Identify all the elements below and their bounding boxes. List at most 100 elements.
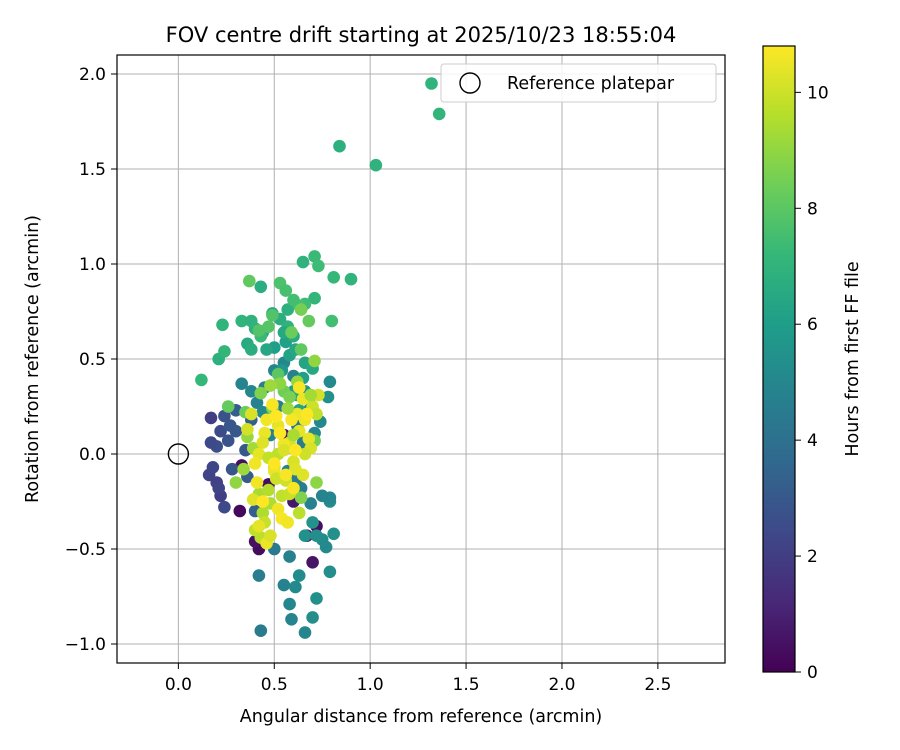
data-point: [306, 516, 319, 529]
data-point: [254, 386, 268, 400]
data-point: [241, 423, 254, 436]
data-point: [245, 385, 258, 398]
colorbar-ticks: 0 2 4 6 8 10: [795, 83, 829, 683]
data-point: [252, 324, 266, 337]
data-point: [310, 592, 323, 605]
data-point: [273, 426, 287, 440]
colorbar-label: Hours from first FF file: [843, 261, 863, 456]
data-point: [292, 506, 306, 520]
data-point: [294, 491, 308, 505]
data-point: [281, 516, 295, 529]
data-point: [289, 580, 302, 594]
legend-marker: [459, 72, 481, 94]
y-axis-ticks: −1.0 −0.5 0.0 0.5 1.0 1.5 2.0: [65, 65, 117, 655]
x-tick-label: 0.0: [165, 675, 192, 695]
data-point: [237, 462, 250, 476]
data-point: [262, 320, 275, 334]
data-point: [310, 476, 323, 489]
x-tick-label: 2.0: [548, 675, 575, 695]
data-point: [266, 398, 279, 411]
data-point: [256, 495, 270, 508]
data-point: [321, 390, 335, 404]
data-point: [254, 624, 268, 637]
data-point: [327, 527, 341, 541]
chart-title: FOV centre drift starting at 2025/10/23 …: [166, 23, 677, 47]
data-point: [323, 375, 337, 389]
data-point: [300, 407, 314, 421]
grid-lines: [117, 55, 725, 663]
data-point: [264, 379, 277, 392]
y-tick-label: 1.5: [79, 160, 106, 180]
data-point: [271, 502, 285, 516]
data-point: [285, 613, 298, 626]
data-point: [325, 314, 339, 328]
data-point: [304, 388, 318, 402]
data-point: [212, 481, 225, 495]
data-point: [283, 550, 296, 563]
data-point: [243, 274, 256, 288]
data-point: [369, 158, 383, 172]
x-tick-label: 2.5: [644, 675, 671, 695]
data-point: [245, 343, 258, 356]
data-point: [287, 481, 300, 495]
legend: Reference platepar: [440, 63, 717, 103]
x-tick-label: 0.5: [261, 675, 288, 695]
data-point: [256, 506, 270, 520]
data-point: [285, 326, 298, 339]
data-point: [281, 303, 295, 316]
data-point: [302, 314, 316, 328]
data-point: [292, 569, 306, 582]
data-point: [235, 314, 248, 328]
colorbar-tick-label: 8: [807, 199, 818, 219]
data-point: [333, 139, 346, 153]
data-point: [285, 413, 298, 427]
data-point: [221, 434, 235, 448]
data-point: [214, 424, 227, 438]
data-point: [204, 436, 218, 449]
data-point: [277, 443, 291, 457]
colorbar-tick-label: 0: [807, 663, 818, 683]
data-point: [298, 529, 312, 542]
data-point: [302, 432, 316, 446]
data-point: [204, 411, 218, 425]
colorbar-tick-label: 4: [807, 431, 818, 451]
data-point: [425, 77, 438, 90]
data-point: [310, 407, 323, 421]
data-point: [269, 409, 283, 423]
data-point: [315, 489, 329, 503]
data-point: [432, 107, 446, 121]
data-point: [306, 611, 319, 624]
data-point: [323, 565, 337, 579]
data-point: [304, 497, 318, 510]
data-point: [308, 250, 321, 263]
x-axis-ticks: 0.0 0.5 1.0 1.5 2.0 2.5: [165, 663, 671, 695]
data-point: [298, 626, 312, 639]
data-point: [312, 259, 325, 273]
data-point: [287, 293, 300, 307]
data-point: [256, 436, 270, 449]
x-tick-label: 1.0: [357, 675, 384, 695]
data-point: [248, 457, 262, 470]
data-point: [218, 345, 231, 358]
data-point: [294, 303, 308, 316]
data-point: [250, 396, 264, 410]
data-point: [250, 476, 264, 489]
data-point: [306, 556, 319, 569]
data-point: [308, 354, 321, 368]
data-point: [206, 461, 220, 474]
data-point: [296, 468, 310, 482]
y-tick-label: −0.5: [65, 540, 106, 560]
data-point: [294, 343, 308, 356]
y-tick-label: −1.0: [65, 635, 106, 655]
legend-entry-label: Reference platepar: [507, 74, 675, 94]
data-point: [308, 291, 321, 305]
reference-point-marker: [167, 443, 190, 465]
x-tick-label: 1.5: [453, 675, 480, 695]
data-point: [281, 402, 295, 415]
data-point: [344, 272, 358, 286]
data-point: [264, 529, 277, 542]
data-point: [266, 309, 279, 322]
data-point: [277, 578, 291, 592]
data-point: [273, 377, 287, 391]
